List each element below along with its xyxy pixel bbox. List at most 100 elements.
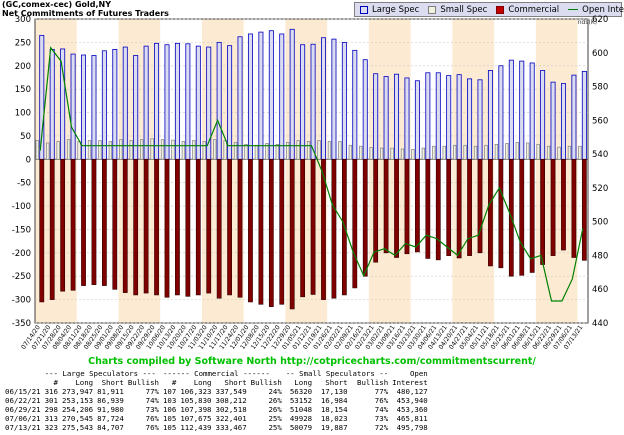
col-header: # <box>171 378 177 387</box>
bar-small-spec <box>536 143 540 160</box>
group-header-open: Open <box>409 369 428 378</box>
bar-small-spec <box>484 144 488 160</box>
bar-small-spec <box>171 139 175 160</box>
chart-header-line1: (GC,comex-cec) Gold,NY <box>2 0 112 9</box>
y-left-tick-label: 50 <box>20 132 31 142</box>
ls-num: 323 <box>44 423 58 432</box>
bar-large-spec <box>164 44 170 160</box>
ss-bullish: 76% <box>374 396 389 405</box>
bar-small-spec <box>98 140 102 160</box>
bar-small-spec <box>160 139 165 160</box>
bar-small-spec <box>359 145 363 160</box>
bar-small-spec <box>244 143 248 160</box>
c-num: 105 <box>162 423 177 432</box>
credit-link-text[interactable]: Charts compiled by Software North http:/… <box>88 356 536 367</box>
bar-small-spec <box>526 142 530 160</box>
bar-small-spec <box>546 145 551 160</box>
ls-long: 270,545 <box>61 414 94 423</box>
bar-small-spec <box>119 139 123 160</box>
open-interest: 453,360 <box>396 405 428 414</box>
y-right-tick-label: 520 <box>592 184 608 194</box>
bar-large-spec <box>487 70 493 160</box>
ss-bullish: 73% <box>374 414 389 423</box>
bar-small-spec <box>108 141 112 160</box>
open-interest: 465,811 <box>396 414 428 423</box>
bar-commercial <box>456 159 462 259</box>
bar-commercial <box>258 159 264 305</box>
bar-commercial <box>394 159 399 258</box>
bar-large-spec <box>91 55 97 160</box>
bar-small-spec <box>275 143 279 160</box>
c-bullish: 26% <box>268 396 282 405</box>
bar-large-spec <box>321 37 326 160</box>
chart-header-line2: Net Commitments of Futures Traders <box>2 9 169 18</box>
row-date: 07/06/21 <box>5 414 41 423</box>
bar-large-spec <box>70 53 76 160</box>
bar-small-spec <box>129 140 133 160</box>
bar-commercial <box>39 159 45 303</box>
ls-num: 316 <box>44 387 58 396</box>
bar-commercial <box>154 159 159 296</box>
bar-large-spec <box>560 83 566 160</box>
bar-small-spec <box>348 144 352 160</box>
bar-large-spec <box>185 43 191 160</box>
legend-swatch-large-spec <box>360 5 368 14</box>
y-left-tick-label: -250 <box>12 272 31 282</box>
ls-bullish: 76% <box>145 414 159 423</box>
ss-short: 18,023 <box>320 414 348 423</box>
y-left-tick-label: 200 <box>15 62 31 72</box>
y-right-tick-label: 600 <box>592 49 608 59</box>
c-long: 107,398 <box>180 405 212 414</box>
bar-small-spec <box>77 141 81 160</box>
bar-large-spec <box>435 72 441 160</box>
y-left-tick-label: 150 <box>15 85 31 95</box>
bar-small-spec <box>327 141 332 160</box>
bar-commercial <box>175 159 180 296</box>
bar-large-spec <box>550 81 556 160</box>
row-date: 06/29/21 <box>5 405 41 414</box>
c-short: 333,467 <box>215 423 247 432</box>
legend-line-open-interest <box>568 9 579 10</box>
bar-small-spec <box>557 146 561 160</box>
legend-item-open-interest: Open Interest <box>568 5 624 15</box>
bar-commercial <box>49 159 55 300</box>
chart-legend: Large Spec Small Spec Commercial Open In… <box>354 2 624 17</box>
bar-small-spec <box>515 142 519 160</box>
ls-short: 86,939 <box>97 396 124 405</box>
bar-commercial <box>415 159 420 253</box>
bar-commercial <box>279 159 285 305</box>
c-num: 103 <box>162 396 177 405</box>
bar-small-spec <box>233 142 238 160</box>
legend-label-commercial: Commercial <box>508 4 560 15</box>
bar-small-spec <box>411 149 415 160</box>
ss-long: 53152 <box>289 396 313 405</box>
bar-small-spec <box>56 141 60 160</box>
ls-short: 91,980 <box>97 405 124 414</box>
bar-commercial <box>571 159 577 258</box>
ls-long: 275,543 <box>61 423 94 432</box>
c-num: 107 <box>162 387 177 396</box>
bar-large-spec <box>258 31 264 160</box>
bar-large-spec <box>154 42 160 160</box>
ss-bullish: 72% <box>374 423 389 432</box>
bar-commercial <box>227 159 232 296</box>
ls-num: 301 <box>44 396 58 405</box>
bar-small-spec <box>296 140 300 160</box>
bar-small-spec <box>567 145 572 160</box>
bar-small-spec <box>46 142 50 160</box>
bar-commercial <box>70 159 76 291</box>
ls-num: 313 <box>44 414 58 423</box>
col-header: Bullish <box>357 378 389 387</box>
c-long: 112,439 <box>180 423 212 432</box>
ss-long: 51048 <box>289 405 313 414</box>
bar-large-spec <box>519 60 525 160</box>
bar-large-spec <box>352 49 358 160</box>
bar-small-spec <box>317 140 321 160</box>
bar-small-spec <box>181 141 186 160</box>
y-left-tick-label: -100 <box>12 202 31 212</box>
bar-large-spec <box>300 44 306 160</box>
col-header: Interest <box>392 378 428 387</box>
open-interest: 480,127 <box>396 387 428 396</box>
c-short: 308,212 <box>215 396 247 405</box>
bar-large-spec <box>581 70 587 160</box>
